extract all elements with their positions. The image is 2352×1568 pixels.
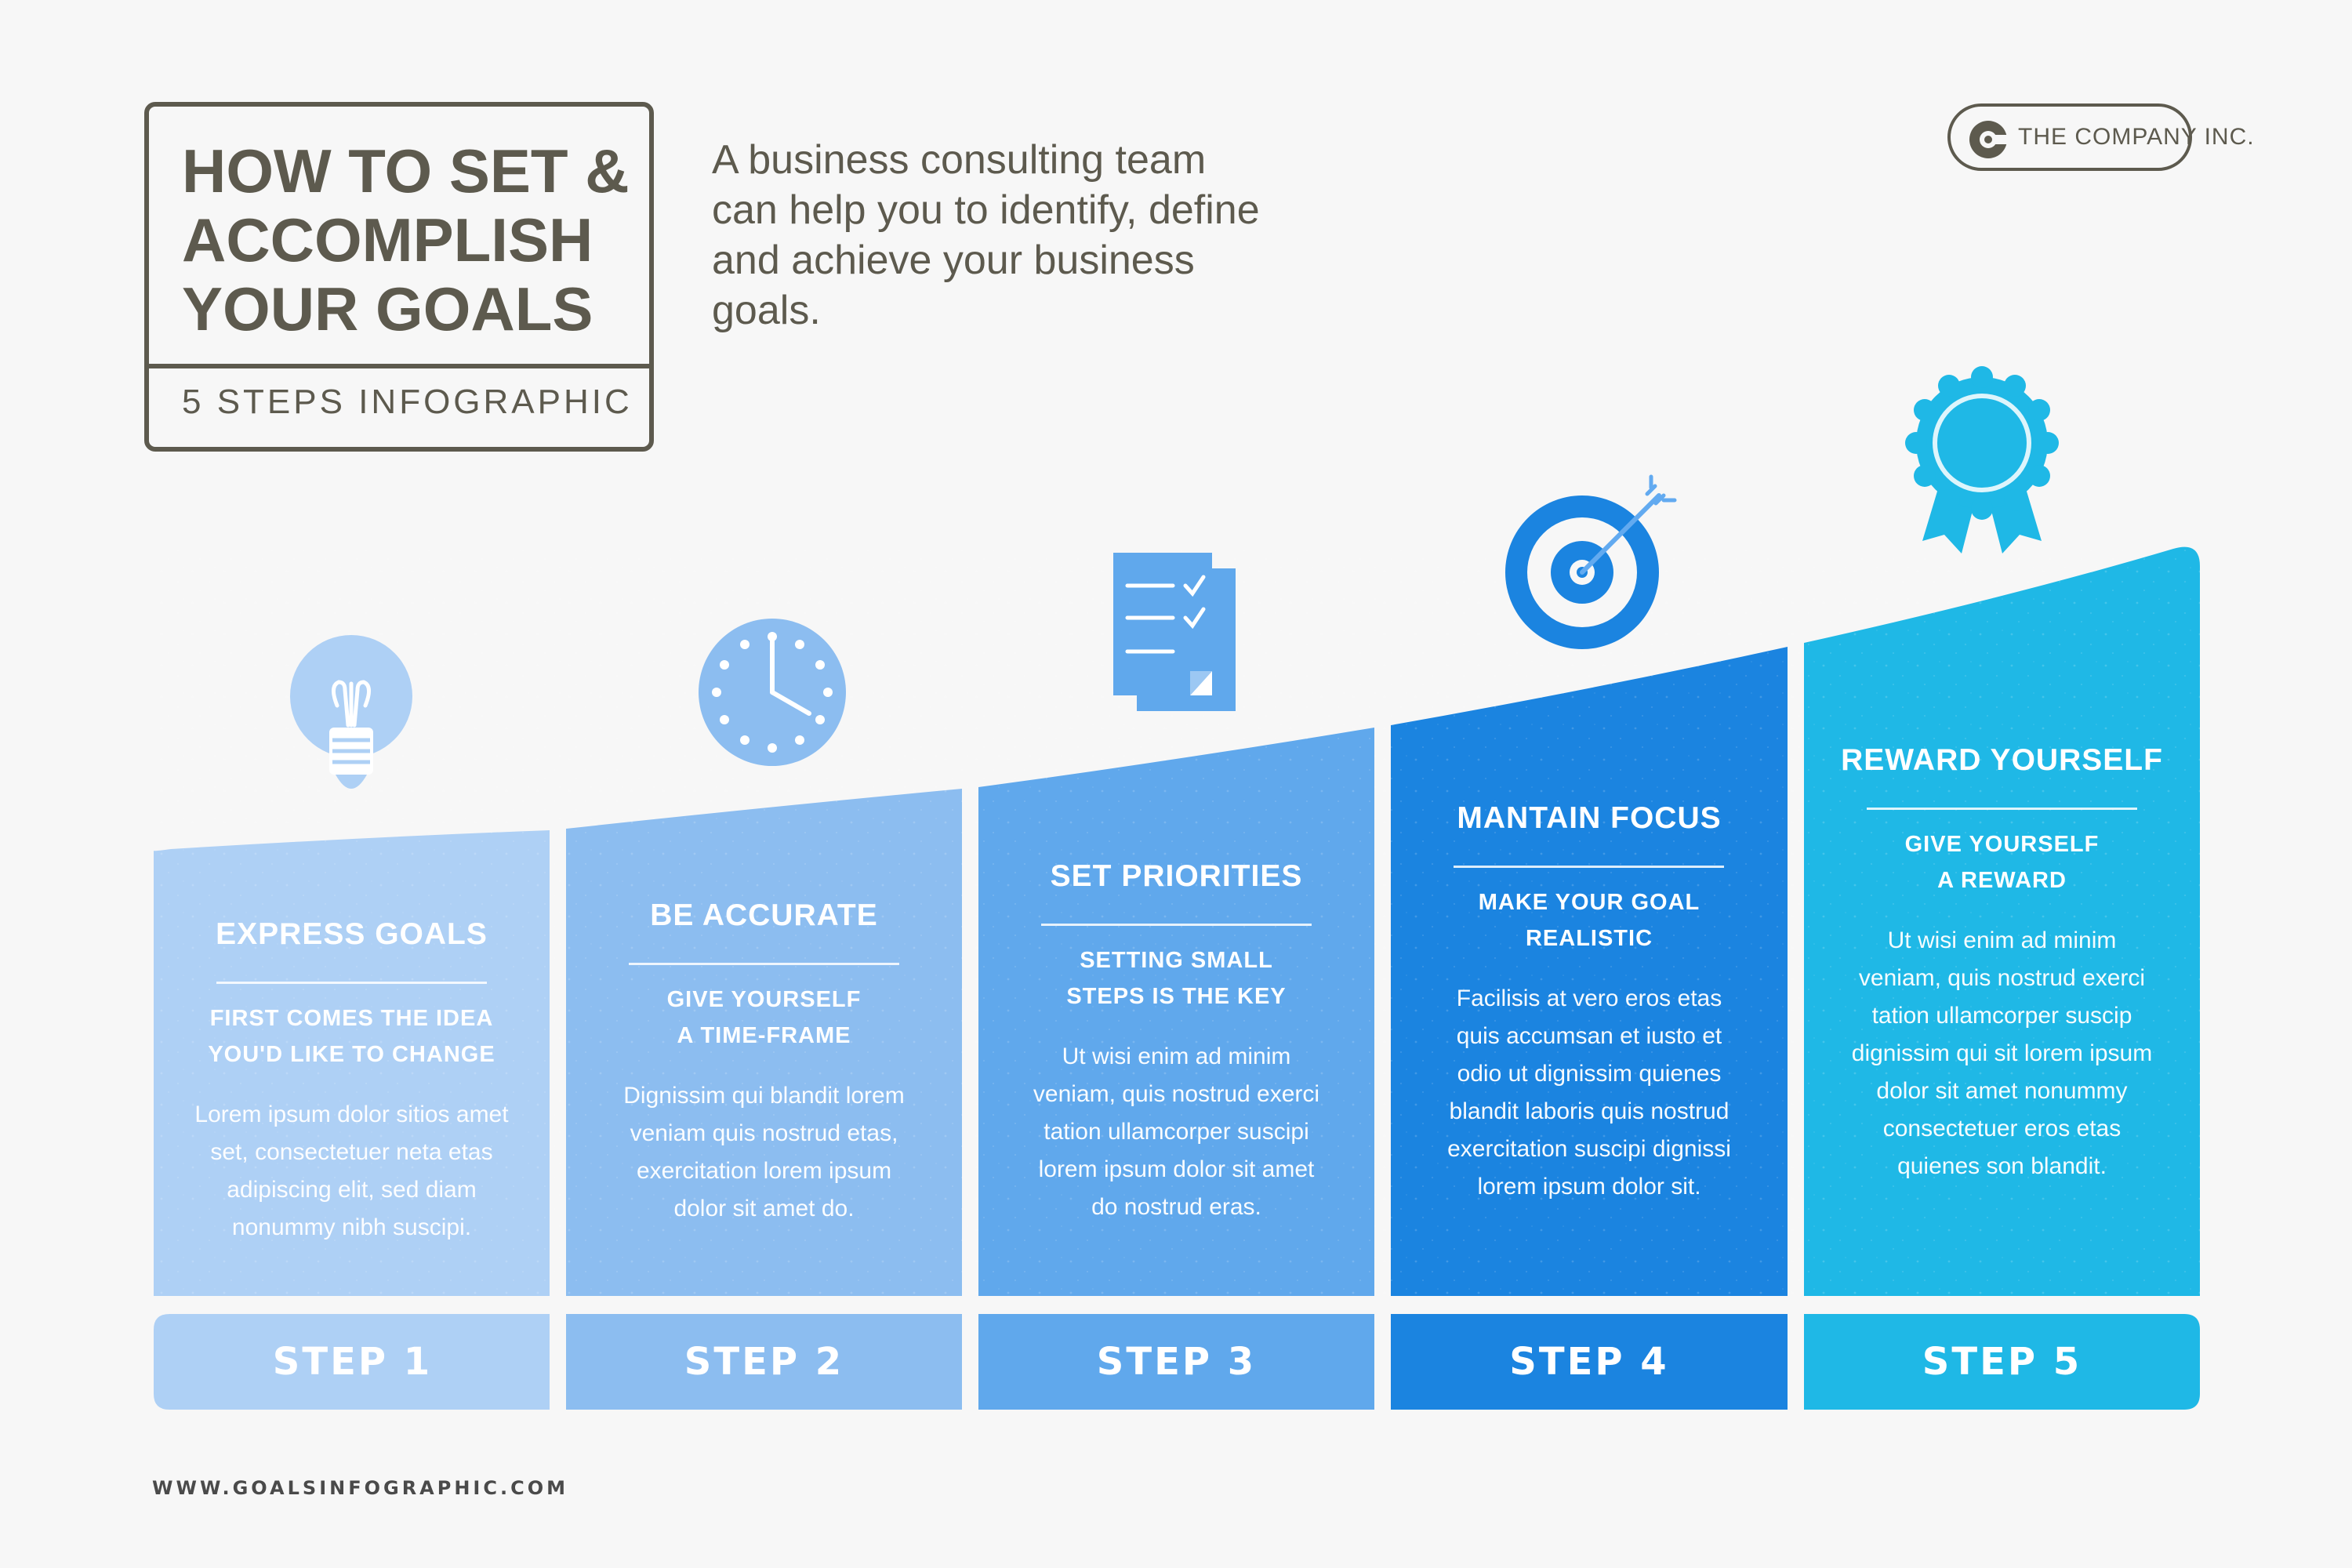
step-1-rule <box>216 982 487 984</box>
website-url: WWW.GOALSINFOGRAPHIC.COM <box>152 1477 568 1499</box>
step-3-label-bar <box>978 1314 1374 1410</box>
step-5-subheading: GIVE YOURSELF A REWARD <box>1904 832 2100 893</box>
step-4-heading: MANTAIN FOCUS <box>1457 801 1722 835</box>
company-logo: THE COMPANY INC. <box>1947 103 2254 171</box>
step-2-subheading: GIVE YOURSELF A TIME-FRAME <box>666 987 862 1048</box>
step-3-rule <box>1041 924 1312 926</box>
title-box: HOW TO SET & ACCOMPLISH YOUR GOALS 5 STE… <box>144 102 654 452</box>
step-1-label: STEP 1 <box>272 1340 433 1384</box>
step-2-label-bar <box>566 1314 962 1410</box>
page-subtitle: 5 STEPS INFOGRAPHIC <box>182 383 633 421</box>
step-4-label-bar <box>1391 1314 1788 1410</box>
step-3-label: STEP 3 <box>1096 1340 1257 1384</box>
step-2-label: STEP 2 <box>684 1340 844 1384</box>
award-ribbon-icon <box>1905 366 2059 554</box>
step-5-label-bar <box>1804 1314 2200 1410</box>
step-5-content: REWARD YOURSELF GIVE YOURSELF A REWARD U… <box>1804 735 2200 1284</box>
step-1-content: EXPRESS GOALS FIRST COMES THE IDEA YOU'D… <box>154 909 550 1286</box>
step-5-body: Ut wisi enim ad minim veniam, quis nostr… <box>1851 927 2153 1179</box>
step-2-body: Dignissim qui blandit lorem veniam quis … <box>623 1083 905 1221</box>
step-3-subheading: SETTING SMALL STEPS IS THE KEY <box>1066 948 1287 1009</box>
step-1-heading: EXPRESS GOALS <box>216 917 488 951</box>
step-4-content: MANTAIN FOCUS MAKE YOUR GOAL REALISTIC F… <box>1391 793 1788 1279</box>
step-3-content: SET PRIORITIES SETTING SMALL STEPS IS TH… <box>978 851 1374 1283</box>
step-5-label: STEP 5 <box>1922 1340 2082 1384</box>
step-2-rule <box>629 963 899 965</box>
step-5-rule <box>1867 808 2137 810</box>
step-2-content: BE ACCURATE GIVE YOURSELF A TIME-FRAME D… <box>566 891 962 1283</box>
target-icon <box>1505 474 1677 649</box>
step-3-body: Ut wisi enim ad minim veniam, quis nostr… <box>1033 1044 1320 1220</box>
step-4-body: Facilisis at vero eros etas quis accumsa… <box>1447 985 1731 1200</box>
checklist-icon <box>1113 553 1236 711</box>
page-title: HOW TO SET & ACCOMPLISH YOUR GOALS <box>182 136 630 343</box>
step-5-heading: REWARD YOURSELF <box>1841 743 2163 777</box>
company-name: THE COMPANY INC. <box>2018 124 2255 150</box>
step-1-subheading: FIRST COMES THE IDEA YOU'D LIKE TO CHANG… <box>208 1006 495 1067</box>
title-divider <box>149 364 649 368</box>
step-4-subheading: MAKE YOUR GOAL REALISTIC <box>1478 890 1700 951</box>
clock-icon <box>699 619 846 766</box>
step-2-heading: BE ACCURATE <box>650 898 878 932</box>
lightbulb-icon <box>290 635 412 789</box>
step-4-label: STEP 4 <box>1509 1340 1669 1384</box>
step-1-body: Lorem ipsum dolor sitios amet set, conse… <box>194 1102 509 1240</box>
step-4-rule <box>1454 866 1724 868</box>
step-1-label-bar <box>154 1314 550 1410</box>
intro-text: A business consulting team can help you … <box>712 137 1260 333</box>
step-3-heading: SET PRIORITIES <box>1050 859 1303 893</box>
c-logo-icon <box>1969 121 2010 158</box>
